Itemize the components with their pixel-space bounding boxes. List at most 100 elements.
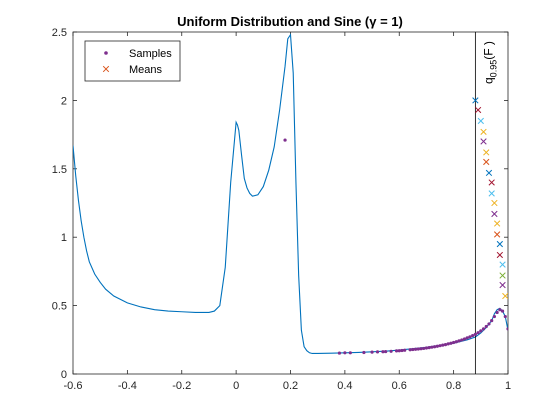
sample-point <box>443 342 448 347</box>
sample-point <box>498 308 502 312</box>
plot-area: -0.6 -0.4 -0.2 0 0.2 0.4 0.6 0.8 1 0 0.5 1 1.5 2 2.5 q0… <box>52 27 511 392</box>
sample-point <box>411 347 415 352</box>
mean-marker <box>496 240 503 248</box>
mean-marker-stroke <box>480 128 487 136</box>
mean-marker <box>480 128 487 136</box>
sample-point <box>400 348 404 353</box>
mean-marker-stroke <box>499 261 506 268</box>
x-tick-label: -0.6 <box>64 380 83 392</box>
quantile-label-tail: (F ) <box>481 41 495 60</box>
sample-point <box>435 344 439 348</box>
mean-marker <box>474 106 482 114</box>
sample-point <box>362 350 366 355</box>
y-tick-label: 2 <box>61 95 67 107</box>
sample-point <box>424 346 429 350</box>
legend-label: Means <box>129 64 163 76</box>
y-tick-label: 0.5 <box>52 301 67 313</box>
mean-marker-stroke <box>477 117 484 125</box>
sample-point <box>484 324 488 329</box>
x-tick-label: 0.8 <box>446 380 461 392</box>
mean-marker-stroke <box>499 281 506 289</box>
x-tick-label: -0.4 <box>118 380 137 392</box>
y-tick-label: 2.5 <box>52 27 67 39</box>
legend-box <box>84 40 181 82</box>
mean-marker-stroke <box>493 231 501 238</box>
y-tick-label: 1 <box>61 232 67 244</box>
sample-point <box>495 310 499 315</box>
mean-marker-stroke <box>496 240 503 248</box>
sample-point <box>432 345 437 349</box>
mean-marker-stroke <box>488 190 495 197</box>
mean-marker-stroke <box>483 149 490 156</box>
legend-marker-dot <box>104 51 108 55</box>
mean-marker-stroke <box>491 199 498 207</box>
sample-point <box>370 350 374 354</box>
mean-marker-stroke <box>499 272 506 279</box>
sample-point <box>503 314 507 319</box>
sample-point <box>416 347 420 351</box>
x-tick-label: 1 <box>505 380 511 392</box>
sample-point <box>449 341 453 345</box>
chart-title: Uniform Distribution and Sine (γ = 1) <box>177 14 403 29</box>
x-tick-label: 0 <box>233 380 239 392</box>
mean-marker <box>493 220 501 227</box>
sample-point <box>381 350 385 354</box>
mean-marker-stroke <box>474 106 482 114</box>
mean-marker <box>472 97 479 104</box>
mean-marker-stroke <box>480 138 487 145</box>
sample-point <box>490 319 494 323</box>
sample-point <box>389 349 393 353</box>
sample-point <box>419 347 423 351</box>
mean-marker-stroke <box>488 179 495 186</box>
y-tick-label: 1.5 <box>52 164 67 176</box>
sample-point <box>413 347 418 351</box>
x-tick-label: 0.2 <box>283 380 298 392</box>
sample-point <box>454 340 458 344</box>
sample-point <box>465 336 469 340</box>
mean-marker <box>483 149 490 156</box>
sample-point <box>441 343 445 347</box>
sample-point <box>422 346 426 351</box>
axes-box <box>72 31 509 375</box>
sample-point <box>462 337 467 341</box>
quantile-label-text: q0.95(F ) <box>481 41 498 84</box>
sample-point <box>468 335 472 339</box>
mean-marker-stroke <box>493 220 501 227</box>
sample-point <box>384 349 388 354</box>
sample-point <box>343 351 347 355</box>
sample-point <box>427 345 431 350</box>
quantile-label-main: q <box>481 77 495 84</box>
mean-marker <box>499 281 506 289</box>
sample-point <box>430 345 434 349</box>
mean-marker <box>480 138 487 145</box>
sample-point <box>446 342 450 346</box>
sample-point <box>487 322 491 326</box>
mean-marker <box>483 158 490 166</box>
legend-label: Samples <box>129 48 172 60</box>
mean-marker <box>496 251 503 259</box>
sample-point <box>471 333 475 338</box>
mean-marker <box>488 190 495 197</box>
sample-point <box>473 332 477 336</box>
sample-point <box>348 351 352 355</box>
mean-marker-stroke <box>472 97 479 104</box>
sample-point <box>500 309 505 313</box>
x-tick-label: -0.2 <box>172 380 191 392</box>
sample-point <box>506 327 508 331</box>
sample-point <box>457 339 461 343</box>
mean-marker-stroke <box>502 292 508 300</box>
quantile-label: q0.95(F ) <box>481 41 498 84</box>
x-tick-label: 0.6 <box>392 380 407 392</box>
sample-point <box>337 351 342 355</box>
mean-marker <box>491 199 498 207</box>
mean-marker <box>499 272 506 279</box>
sample-point <box>408 348 412 352</box>
x-tick-label: 0.4 <box>337 380 352 392</box>
sample-point <box>397 349 401 353</box>
sample-point <box>375 350 380 354</box>
mean-marker <box>499 261 506 268</box>
mean-marker <box>502 292 508 300</box>
mean-marker-stroke <box>491 210 498 218</box>
quantile-label-sub: 0.95 <box>488 60 498 78</box>
